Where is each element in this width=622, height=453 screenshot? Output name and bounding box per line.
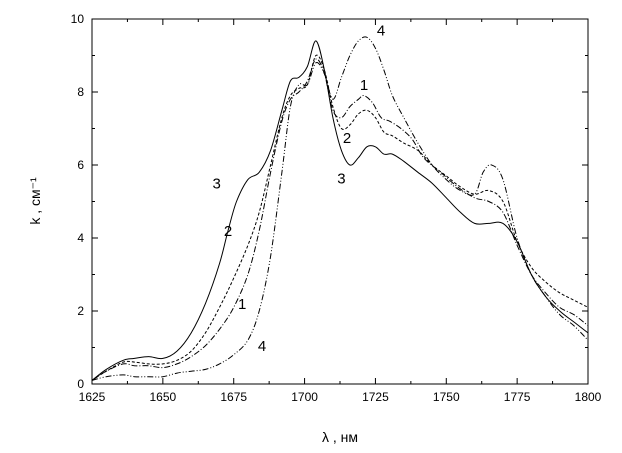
y-tick-label: 4 (77, 231, 84, 245)
y-tick-label: 0 (77, 377, 84, 391)
spectrum-curves (91, 36, 589, 381)
curve-2 (91, 54, 589, 381)
x-tick-label: 1725 (362, 390, 389, 404)
x-tick-label: 1675 (220, 390, 247, 404)
x-tick-label: 1775 (504, 390, 531, 404)
x-tick-label: 1700 (291, 390, 318, 404)
curve-label-2: 2 (224, 223, 232, 240)
plot-frame (91, 18, 589, 385)
curve-3 (91, 40, 589, 381)
y-tick-label: 6 (77, 158, 84, 172)
x-tick-label: 1625 (79, 390, 106, 404)
x-tick-label: 1750 (433, 390, 460, 404)
y-axis-title: k , см⁻¹ (27, 177, 43, 225)
x-tick-label: 1650 (150, 390, 177, 404)
y-tick-label: 2 (77, 304, 84, 318)
curve-label-3: 3 (337, 170, 345, 187)
curve-label-4: 4 (258, 338, 266, 355)
axis-ticks: 1625 1650 1675 1700 1725 1750 1775 1800 0 2 4 6 8 10 (71, 12, 602, 404)
curve-label-1: 1 (360, 77, 368, 94)
curve-1 (91, 58, 589, 381)
y-tick-label: 10 (71, 12, 85, 26)
curve-label-3: 3 (213, 176, 221, 193)
curve-label-2: 2 (343, 130, 351, 147)
x-axis-title: λ , нм (322, 429, 358, 445)
curve-label-4: 4 (377, 22, 385, 39)
curve-label-1: 1 (238, 296, 246, 313)
curve-labels: 1 1 2 2 3 3 4 4 (213, 22, 386, 355)
curve-4 (91, 36, 589, 381)
y-tick-label: 8 (77, 85, 84, 99)
x-tick-label: 1800 (575, 390, 602, 404)
